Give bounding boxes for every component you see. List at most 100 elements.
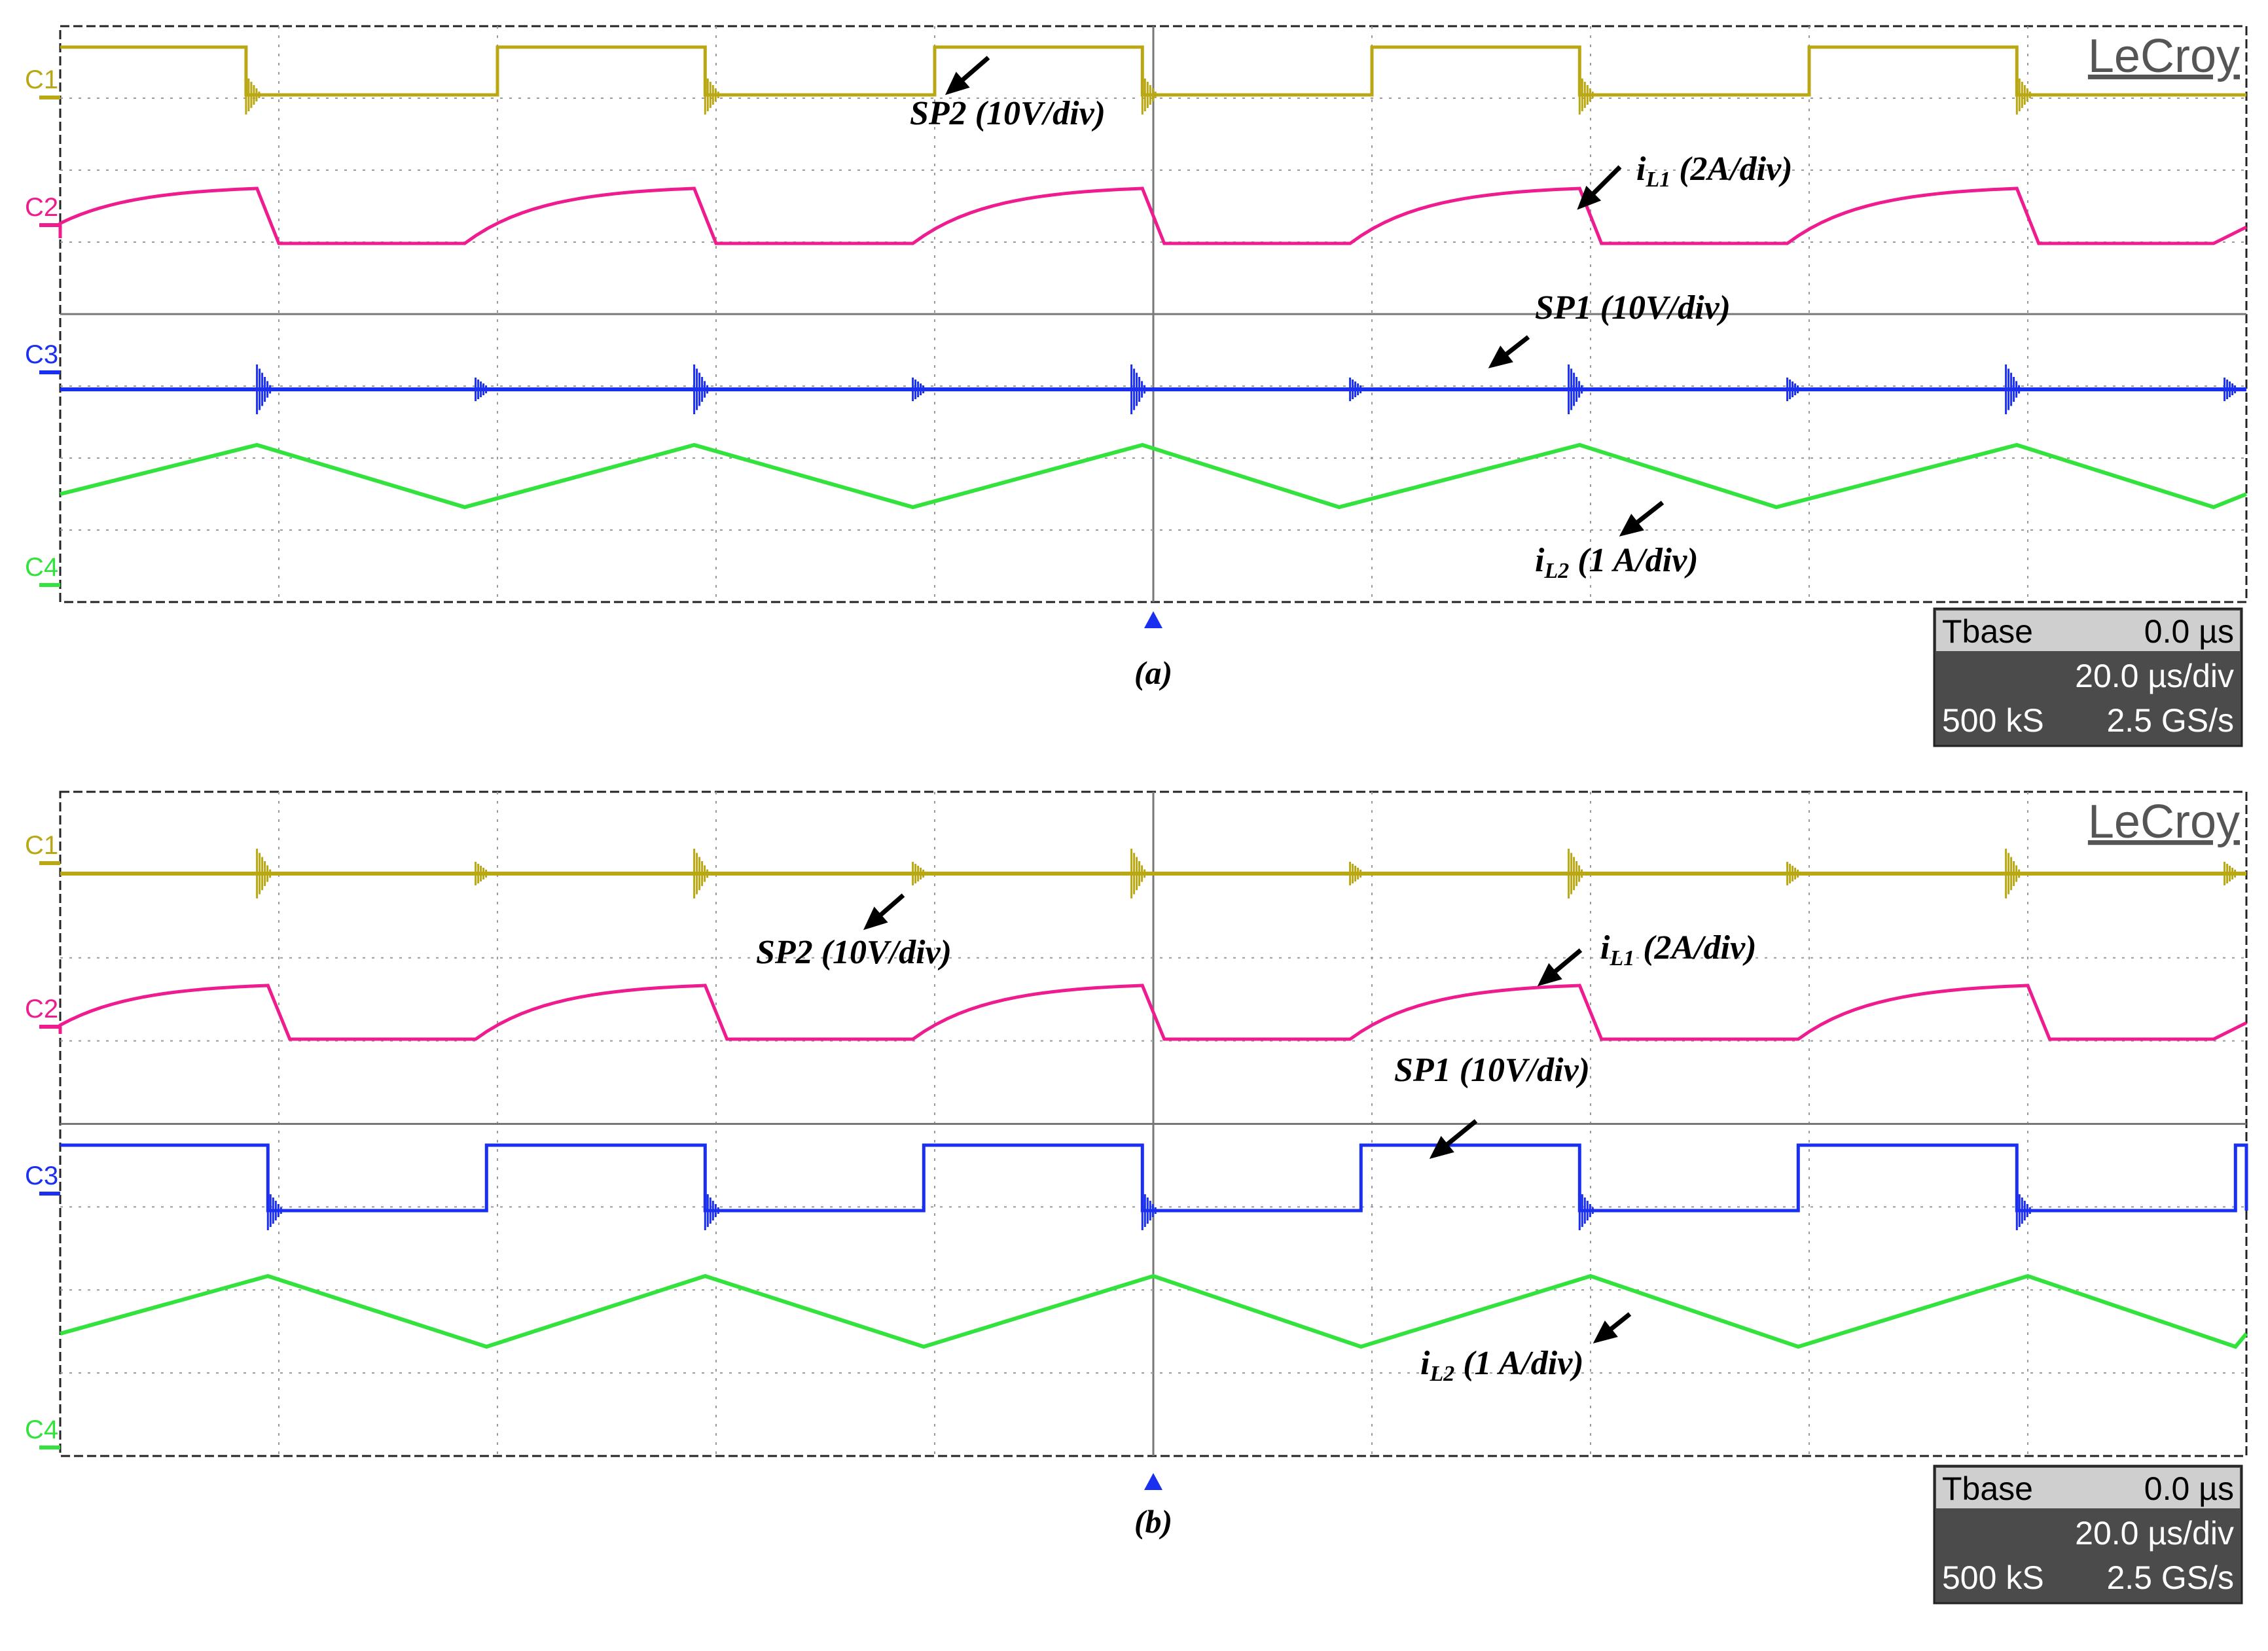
trace-line xyxy=(58,186,2248,245)
switching-spike xyxy=(1786,862,1802,885)
annotation-subscript: L2 xyxy=(1543,559,1569,583)
timebase-header xyxy=(1936,611,2240,651)
arrow-head xyxy=(945,71,970,96)
annotation-arrow xyxy=(1488,335,1530,368)
channel-label-c4: C4 xyxy=(25,553,58,582)
switching-spike xyxy=(475,862,490,885)
trace-c4 xyxy=(60,1273,2248,1349)
trace-c1 xyxy=(60,849,2246,898)
annotation-c3: SP1 (10V/div) xyxy=(1535,289,1731,327)
trace-c1 xyxy=(60,45,2246,115)
switching-spike xyxy=(475,378,490,401)
timebase-scale: 20.0 µs/div xyxy=(2075,1515,2234,1552)
annotation-arrow xyxy=(1537,948,1583,987)
annotation-units: (1 A/div) xyxy=(1569,542,1698,579)
annotation-subscript: L2 xyxy=(1429,1362,1454,1386)
switching-spike xyxy=(1578,1191,1594,1230)
annotation-text: i xyxy=(1600,929,1610,967)
timebase-sample-rate: 2.5 GS/s xyxy=(2106,1559,2234,1596)
switching-spike xyxy=(256,364,272,414)
switching-spike xyxy=(912,862,927,885)
annotation-units: (2A/div) xyxy=(1634,929,1756,967)
timebase-box: Tbase 0.0 µs 20.0 µs/div 500 kS 2.5 GS/s xyxy=(1933,1465,2243,1605)
switching-spike xyxy=(2005,364,2021,414)
annotation-arrow xyxy=(945,56,990,96)
arrow-head xyxy=(1577,185,1602,210)
brand-logo: LeCroy xyxy=(2088,30,2240,82)
channel-label-c2: C2 xyxy=(25,995,58,1023)
timebase-header xyxy=(1936,1468,2240,1508)
annotation-text: SP1 (10V/div) xyxy=(1535,289,1731,327)
switching-spike xyxy=(1786,378,1802,401)
annotation-c3: SP1 (10V/div) xyxy=(1394,1052,1590,1089)
annotation-c2: iL1 (2A/div) xyxy=(1600,929,1757,970)
switching-spike xyxy=(2015,75,2031,115)
timebase-label: Tbase xyxy=(1942,1470,2033,1507)
annotation-text: i xyxy=(1535,542,1545,579)
switching-spike xyxy=(2223,862,2239,885)
arrow-head xyxy=(1429,1135,1454,1160)
trace-c2 xyxy=(58,984,2248,1041)
switching-spike xyxy=(1349,378,1365,401)
channel-label-c1: C1 xyxy=(25,65,58,94)
trace-line xyxy=(60,442,2248,510)
annotation-text: SP2 (10V/div) xyxy=(910,95,1106,132)
switching-spike xyxy=(266,1191,282,1230)
trace-c4 xyxy=(60,442,2248,510)
switching-spike xyxy=(245,75,261,115)
brand-logo: LeCroy xyxy=(2088,796,2240,848)
switching-spike xyxy=(2223,378,2239,401)
annotation-subscript: L1 xyxy=(1609,946,1634,970)
switching-spike xyxy=(2005,849,2021,898)
trace-line xyxy=(60,1143,2248,1213)
switching-spike xyxy=(2015,1191,2031,1230)
channel-label-c3: C3 xyxy=(25,1162,58,1190)
annotation-arrow xyxy=(1429,1119,1478,1160)
panel-caption: (b) xyxy=(1134,1503,1172,1540)
annotation-c4: iL2 (1 A/div) xyxy=(1420,1345,1584,1386)
switching-spike xyxy=(1349,862,1365,885)
channel-label-c3: C3 xyxy=(25,340,58,369)
trace-c2 xyxy=(58,186,2248,245)
timebase-scale: 20.0 µs/div xyxy=(2075,658,2234,694)
arrow-head xyxy=(1593,1321,1618,1343)
annotation-arrow xyxy=(1593,1312,1632,1343)
panel-caption: (a) xyxy=(1134,654,1172,691)
switching-spike xyxy=(704,75,719,115)
switching-spike xyxy=(693,364,709,414)
annotation-c2: iL1 (2A/div) xyxy=(1636,151,1793,192)
annotation-units: (2A/div) xyxy=(1670,151,1792,188)
timebase-points: 500 kS xyxy=(1942,1559,2044,1596)
channel-label-c1: C1 xyxy=(25,831,58,860)
arrow-head xyxy=(1537,963,1562,987)
scope-panel-a: LeCroy C1 C2 C3 C4 SP2 (10V/div) iL1 (2A/div) S… xyxy=(0,0,2268,753)
switching-spike xyxy=(1568,849,1583,898)
trace-c3 xyxy=(60,364,2246,414)
timebase-box: Tbase 0.0 µs 20.0 µs/div 500 kS 2.5 GS/s xyxy=(1933,607,2243,747)
annotation-text: i xyxy=(1420,1345,1430,1382)
annotation-text: i xyxy=(1636,151,1646,188)
arrow-head xyxy=(1488,346,1513,368)
timebase-delay: 0.0 µs xyxy=(2144,1470,2234,1507)
annotation-text: SP1 (10V/div) xyxy=(1394,1052,1590,1089)
timebase-points: 500 kS xyxy=(1942,702,2044,739)
switching-spike xyxy=(1141,1191,1157,1230)
switching-spike xyxy=(1141,75,1157,115)
switching-spike xyxy=(693,849,709,898)
trace-line xyxy=(60,45,2246,97)
switching-spike xyxy=(704,1191,719,1230)
annotation-arrow xyxy=(863,893,905,931)
switching-spike xyxy=(1578,75,1594,115)
switching-spike xyxy=(1130,849,1146,898)
channel-label-c4: C4 xyxy=(25,1415,58,1444)
annotation-subscript: L1 xyxy=(1645,168,1670,192)
annotation-c1: SP2 (10V/div) xyxy=(756,934,952,971)
annotation-arrow xyxy=(1619,501,1665,537)
switching-spike xyxy=(256,849,272,898)
scope-panel-b: LeCroy C1 C2 C3 C4 SP2 (10V/div) iL1 (2A/div) S… xyxy=(0,779,2268,1651)
annotation-units: (1 A/div) xyxy=(1454,1345,1583,1382)
annotation-text: SP2 (10V/div) xyxy=(756,934,952,971)
annotation-c1: SP2 (10V/div) xyxy=(910,95,1106,132)
channel-label-c2: C2 xyxy=(25,193,58,222)
